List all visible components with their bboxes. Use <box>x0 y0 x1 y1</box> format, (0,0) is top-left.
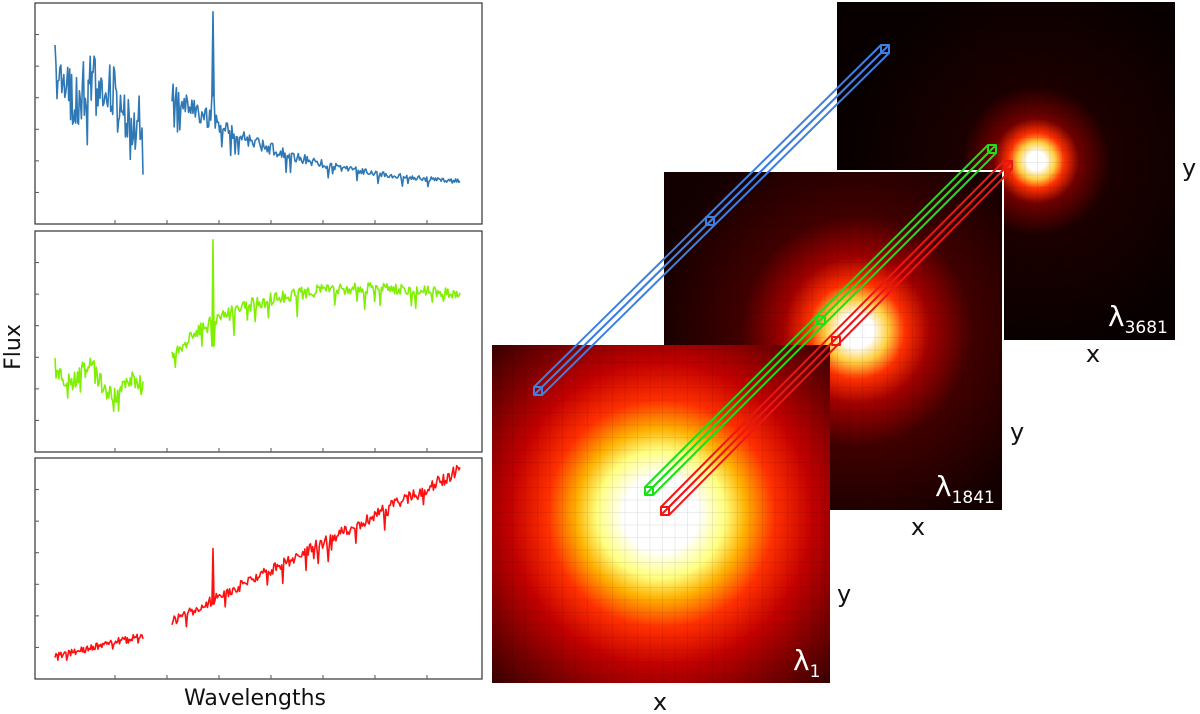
slice-y-label: y <box>1182 154 1196 182</box>
spectrum-panel-middle <box>34 230 483 453</box>
wavelengths-axis-label: Wavelengths <box>184 686 326 711</box>
slice-x-label: x <box>911 513 925 541</box>
flux-axis-label: Flux <box>1 324 26 370</box>
pixel-column-blue <box>533 44 890 396</box>
spectrum-line-bottom <box>54 464 461 661</box>
panel-frame <box>34 2 483 225</box>
spectra-group: Flux Wavelengths <box>1 2 483 711</box>
slice-y-label: y <box>837 580 851 608</box>
spectrum-line-middle <box>54 239 461 413</box>
slice-wavelength-label: λ1 <box>793 644 820 682</box>
slice-x-label: x <box>1086 340 1100 368</box>
spectrum-panel-top <box>34 2 483 225</box>
pixel-column-green <box>644 144 997 496</box>
slice-x-label: x <box>653 688 667 714</box>
panel-ticks <box>35 34 428 224</box>
cube-slice-front: λ1 y x <box>492 345 851 714</box>
cube-slice-back: λ3681 y x <box>837 2 1196 368</box>
slice-wavelength-label: λ3681 <box>1108 300 1168 338</box>
slice-wavelength-label: λ1841 <box>935 470 995 508</box>
data-cube: λ3681 y x λ1841 y x λ1 y x <box>492 2 1196 714</box>
spectrum-panel-bottom <box>34 457 483 680</box>
pixel-column-red <box>660 160 1013 516</box>
spectrum-line-top <box>54 11 461 188</box>
panel-ticks <box>35 489 428 679</box>
panel-frame <box>34 230 483 453</box>
slice-y-label: y <box>1010 418 1024 446</box>
panel-ticks <box>35 262 428 452</box>
